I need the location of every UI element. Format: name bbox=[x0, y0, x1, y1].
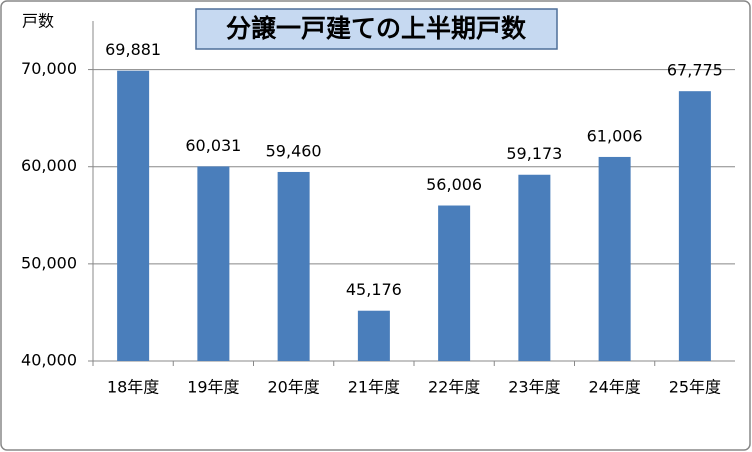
y-tick-label: 40,000 bbox=[21, 351, 77, 370]
value-label: 56,006 bbox=[426, 175, 482, 194]
value-label: 45,176 bbox=[346, 280, 402, 299]
x-tick-label: 22年度 bbox=[428, 378, 480, 397]
value-label: 67,775 bbox=[667, 61, 723, 80]
value-label: 69,881 bbox=[105, 40, 161, 59]
value-label: 59,173 bbox=[506, 144, 562, 163]
x-tick-label: 19年度 bbox=[187, 378, 239, 397]
bar bbox=[438, 205, 471, 361]
value-label: 61,006 bbox=[587, 126, 643, 145]
y-tick-label: 60,000 bbox=[21, 156, 77, 175]
x-tick-label: 24年度 bbox=[588, 378, 640, 397]
x-tick-label: 21年度 bbox=[348, 378, 400, 397]
chart-title: 分譲一戸建ての上半期戸数 bbox=[226, 14, 527, 43]
x-tick-label: 18年度 bbox=[107, 378, 159, 397]
bar bbox=[117, 70, 150, 362]
value-label: 60,031 bbox=[185, 136, 241, 155]
bar bbox=[598, 156, 631, 361]
bar bbox=[357, 310, 390, 361]
x-tick-label: 20年度 bbox=[267, 378, 319, 397]
value-label: 59,460 bbox=[266, 141, 322, 160]
bar bbox=[678, 91, 711, 361]
y-axis-label: 戸数 bbox=[22, 12, 54, 31]
bar bbox=[197, 166, 230, 361]
title-box bbox=[195, 8, 558, 50]
x-tick-label: 23年度 bbox=[508, 378, 560, 397]
bar bbox=[277, 171, 310, 361]
bar bbox=[518, 174, 551, 361]
y-tick-label: 50,000 bbox=[21, 253, 77, 272]
x-tick-label: 25年度 bbox=[669, 378, 721, 397]
y-tick-label: 70,000 bbox=[21, 59, 77, 78]
